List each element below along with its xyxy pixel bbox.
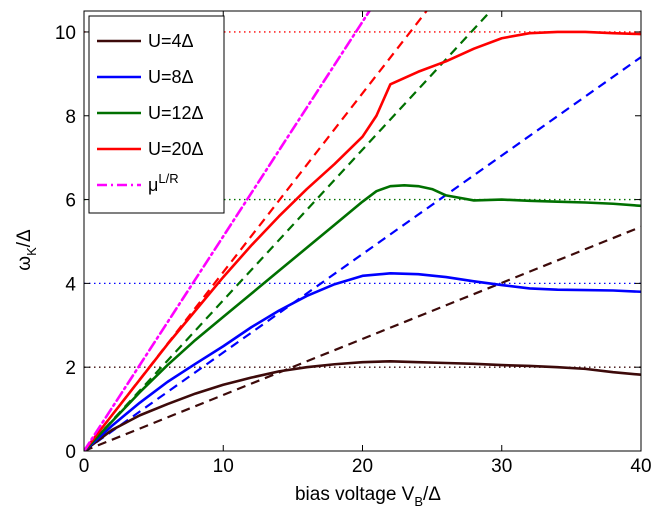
series-line-2 <box>84 184 641 451</box>
axis-ticks: 0 10 20 30 40 0 2 4 6 8 10 <box>55 11 652 477</box>
plot-content <box>84 11 641 451</box>
fit-line-0 <box>84 225 641 451</box>
fit-line-2 <box>84 11 492 451</box>
legend-label: U=8Δ <box>148 67 194 87</box>
x-tick-label: 40 <box>630 456 651 477</box>
y-tick-label: 10 <box>55 23 76 44</box>
y-tick-label: 0 <box>65 442 76 463</box>
y-axis-label: ωK/Δ <box>14 229 39 271</box>
legend-label: μL/R <box>148 171 179 195</box>
y-tick-label: 8 <box>65 107 76 128</box>
y-tick-label: 6 <box>65 191 76 212</box>
x-tick-label: 20 <box>352 456 373 477</box>
y-tick-label: 2 <box>65 358 76 379</box>
x-tick-label: 0 <box>79 456 90 477</box>
series-line-4 <box>84 11 371 451</box>
legend-box <box>88 15 225 214</box>
plot-area <box>84 11 641 451</box>
legend-label: U=4Δ <box>148 31 194 51</box>
x-axis-label: bias voltage VB/Δ <box>295 484 441 508</box>
x-tick-label: 10 <box>213 456 234 477</box>
series-line-1 <box>84 272 641 451</box>
y-tick-label: 4 <box>65 274 76 295</box>
legend-label: U=20Δ <box>148 139 204 159</box>
legend-label: U=12Δ <box>148 103 204 123</box>
fit-line-1 <box>84 56 641 451</box>
series-line-3 <box>84 30 641 451</box>
x-tick-label: 30 <box>491 456 512 477</box>
series-line-0 <box>84 360 641 451</box>
legend: U=4Δ U=8Δ U=12Δ U=20Δ μL/R <box>88 15 225 214</box>
